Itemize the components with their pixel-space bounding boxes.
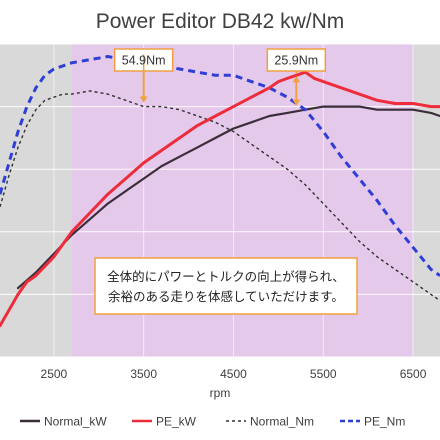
series-line-normal-kw: [16, 105, 440, 290]
note-box: [94, 257, 358, 315]
x-tick-label: 4500: [220, 367, 247, 381]
x-axis-ticks: 2500 3500 4500 5500 6500: [41, 367, 427, 381]
note-text-line: 余裕のある走りを体感していただけます。: [108, 289, 344, 304]
series-line-pe-nm: [0, 55, 440, 277]
legend: Normal_kW PE_kW Normal_Nm PE_Nm: [20, 415, 405, 429]
legend-label: Normal_kW: [44, 415, 107, 429]
annotation-arrowhead-down: [139, 96, 148, 103]
chart-title: Power Editor DB42 kw/Nm: [96, 10, 345, 33]
legend-label: PE_Nm: [364, 415, 405, 429]
x-tick-label: 6500: [400, 367, 427, 381]
annotation-label: 25.9Nm: [274, 54, 318, 68]
series-layer: [0, 55, 440, 328]
note-text-line: 全体的にパワーとトルクの向上が得られ、: [107, 269, 345, 284]
annotation-arrowhead-down: [292, 99, 301, 106]
annotation-arrowhead-up: [292, 76, 301, 83]
x-axis-label: rpm: [210, 386, 231, 400]
annotation-label: 54.9Nm: [122, 54, 166, 68]
legend-label: Normal_Nm: [250, 415, 314, 429]
annotation-layer: 54.9Nm 25.9Nm: [113, 48, 327, 106]
series-line-pe-kw: [0, 70, 440, 328]
x-tick-label: 3500: [130, 367, 157, 381]
note-layer: 全体的にパワーとトルクの向上が得られ、余裕のある走りを体感していただけます。: [94, 257, 358, 315]
x-tick-label: 2500: [41, 367, 68, 381]
x-tick-label: 5500: [310, 367, 337, 381]
legend-label: PE_kW: [156, 415, 197, 429]
series-line-normal-nm: [0, 90, 440, 302]
